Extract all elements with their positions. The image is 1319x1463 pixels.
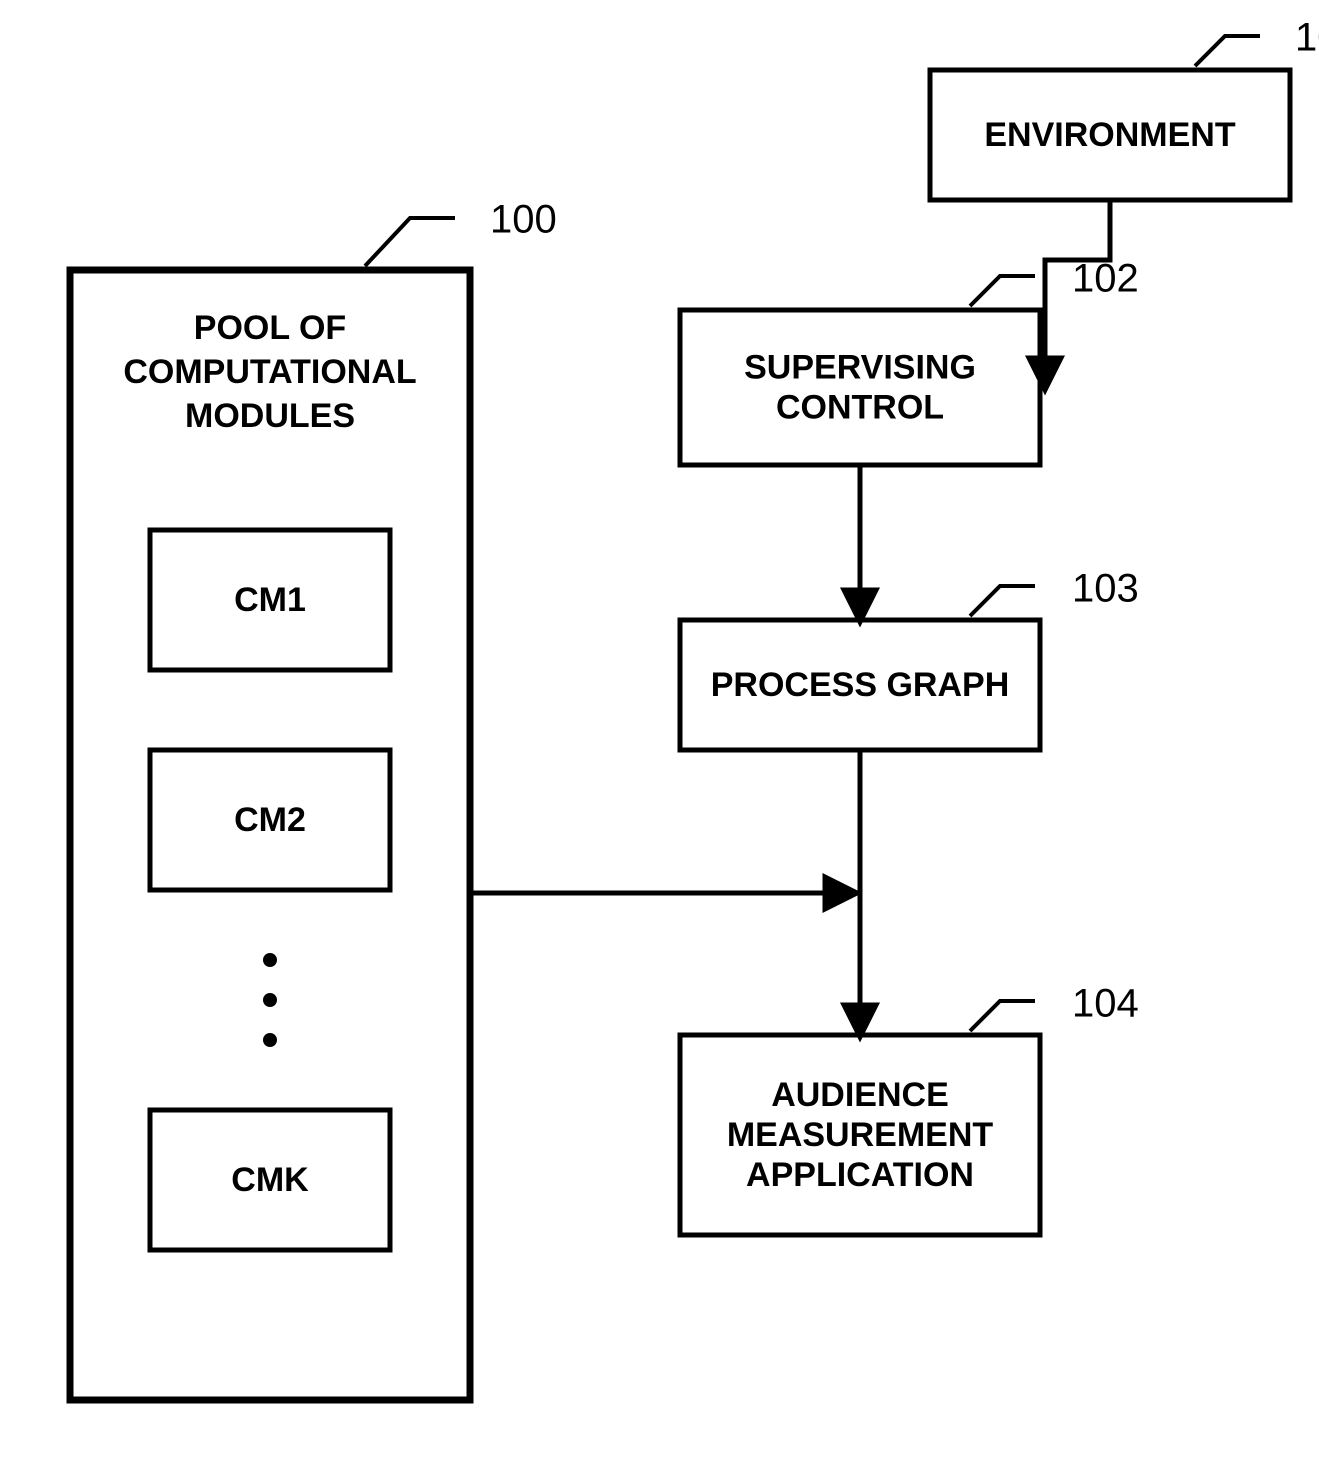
pool-title-line: COMPUTATIONAL — [123, 353, 416, 391]
callout-leader-101 — [1195, 36, 1260, 66]
callout-leader-103 — [970, 586, 1035, 616]
callout-leader-102 — [970, 276, 1035, 306]
cm1-label: CM1 — [234, 581, 306, 619]
cm2-label: CM2 — [234, 801, 306, 839]
supervising-label-line: SUPERVISING — [744, 348, 976, 386]
pool-title-line: POOL OF — [194, 309, 346, 347]
audience-label-line: APPLICATION — [746, 1156, 974, 1194]
callout-number-102: 102 — [1072, 257, 1139, 301]
audience-label-line: AUDIENCE — [771, 1076, 949, 1114]
ellipsis-dot — [263, 1033, 277, 1047]
audience-label-line: MEASUREMENT — [727, 1116, 994, 1154]
callout-number-103: 103 — [1072, 567, 1139, 611]
callout-number-104: 104 — [1072, 982, 1139, 1026]
callout-number-101: 101 — [1295, 16, 1319, 60]
callout-leader-100 — [365, 218, 455, 266]
supervising-label-line: CONTROL — [776, 388, 944, 426]
ellipsis-dot — [263, 993, 277, 1007]
callout-number-100: 100 — [490, 198, 557, 242]
ellipsis-dot — [263, 953, 277, 967]
callout-leader-104 — [970, 1001, 1035, 1031]
environment-label-line: ENVIRONMENT — [984, 116, 1235, 154]
cmk-label: CMK — [231, 1161, 309, 1199]
process-label-line: PROCESS GRAPH — [711, 666, 1010, 704]
pool-title-line: MODULES — [185, 397, 355, 435]
